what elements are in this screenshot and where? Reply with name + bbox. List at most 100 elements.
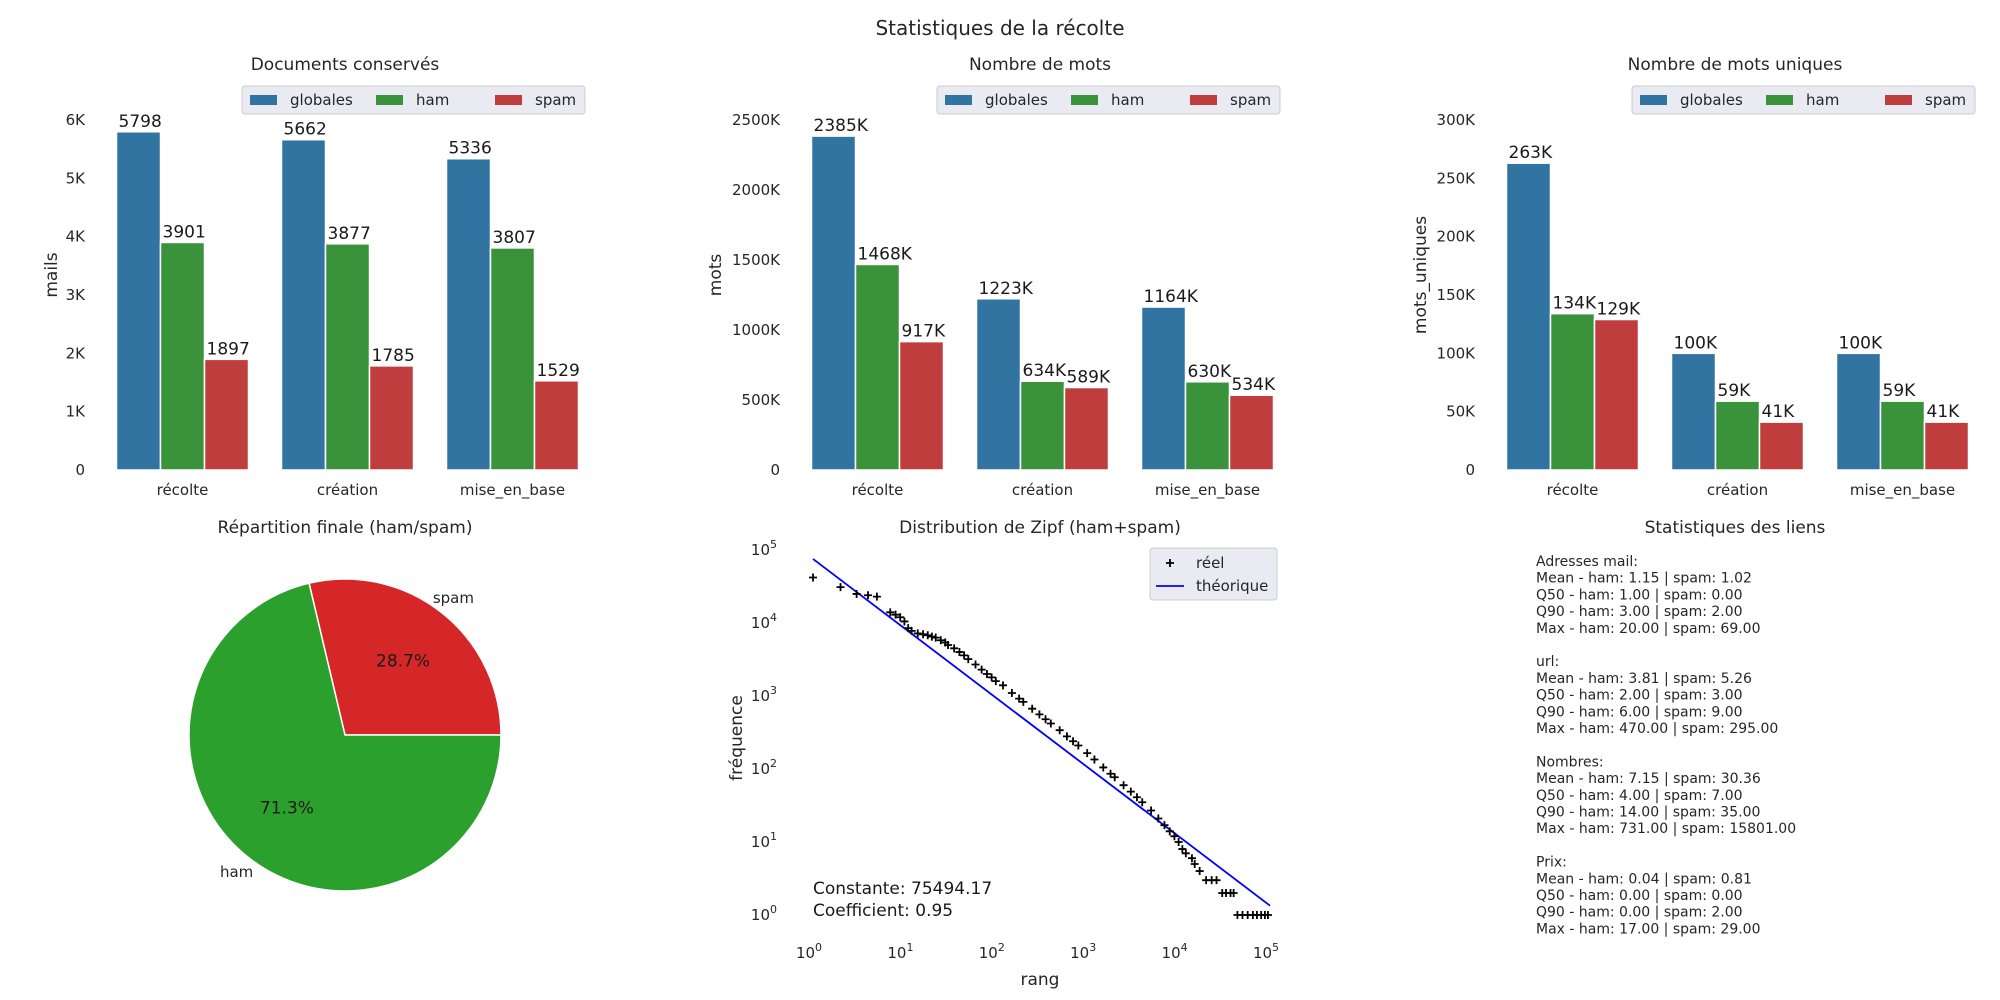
stats-line: Q50 - ham: 0.00 | spam: 0.00 [1536,888,1743,904]
stats-line: Q50 - ham: 2.00 | spam: 3.00 [1536,688,1743,704]
x-tick-label: 102 [979,941,1005,962]
stats-line: Max - ham: 20.00 | spam: 69.00 [1536,621,1761,637]
y-tick-label: 200K [1437,228,1477,246]
zipf-point [1154,814,1163,823]
stats-line: Q90 - ham: 6.00 | spam: 9.00 [1536,704,1743,720]
bar-value-label: 589K [1067,368,1111,388]
stats-line: Adresses mail: [1536,554,1638,570]
zipf-distribution-chart: Distribution de Zipf (ham+spam) rang fré… [727,518,1279,990]
bar-spam [1063,386,1110,471]
x-tick-label: mise_en_base [1155,481,1260,500]
zipf-point [999,681,1008,690]
legend-swatch-ham [376,95,403,105]
bar-ham [159,241,206,471]
legend-swatch-ham [1766,95,1793,105]
legend-box [936,85,1281,115]
zipf-point [836,583,845,592]
legend-label-ham: ham [416,91,449,109]
zipf-point [1181,849,1190,858]
zipf-point [907,626,916,635]
legend-label-globales: globales [1680,91,1743,109]
bar-value-label: 2385K [814,116,869,136]
legend-label-reel: réel [1196,554,1224,572]
zipf-point [1212,876,1221,885]
stats-line: Prix: [1536,855,1567,871]
legend-label-spam: spam [535,91,576,109]
bar-spam [1228,394,1275,471]
y-tick-label: 500K [742,391,782,409]
stats-line: url: [1536,654,1559,670]
legend-swatch-spam [495,95,522,105]
pie-percent-ham: 71.3% [260,798,314,818]
bar-ham [854,263,901,471]
bar-value-label: 1164K [1144,287,1199,307]
stats-title: Statistiques des liens [1645,518,1826,538]
legend-label-ham: ham [1806,91,1839,109]
bar-ham [1019,380,1066,471]
bar-value-label: 634K [1023,361,1067,381]
stats-line: Q90 - ham: 3.00 | spam: 2.00 [1536,604,1743,620]
pie-slice-spam [308,578,502,736]
bar-value-label: 100K [1674,333,1718,353]
unique-words-bar-chart: Nombre de mots uniques mots_uniques 0 50K… [1411,55,1976,500]
bar-value-label: 3807 [493,228,536,248]
zipf-point [1041,715,1050,724]
stats-line: Max - ham: 731.00 | spam: 15801.00 [1536,821,1796,837]
bar-spam [533,380,580,471]
bar-value-label: 134K [1553,294,1597,314]
legend-label-globales: globales [985,91,1048,109]
bar-spam [1593,318,1640,471]
legend-label-theorique: théorique [1196,577,1268,595]
bar-value-label: 1785 [372,346,415,366]
y-tick-label: 250K [1437,169,1477,187]
stats-line: Max - ham: 17.00 | spam: 29.00 [1536,921,1761,937]
legend-box [1631,85,1976,115]
stats-line: Max - ham: 470.00 | spam: 295.00 [1536,721,1778,737]
y-tick-label: 100 [751,903,777,924]
y-axis-label: mots [706,254,726,297]
bar-value-label: 129K [1597,300,1641,320]
zipf-point [971,660,980,669]
zipf-point [896,613,905,622]
zipf-point [1170,832,1179,841]
bar-spam [898,340,945,471]
bar-ham [324,243,371,471]
y-tick-label: 104 [751,611,777,632]
bar-value-label: 59K [1718,381,1752,401]
bar-value-label: 1529 [537,361,580,381]
stats-line: Mean - ham: 7.15 | spam: 30.36 [1536,771,1761,787]
y-tick-label: 6K [66,111,87,129]
legend-swatch-ham [1071,95,1098,105]
legend-swatch-spam [1885,95,1912,105]
bar-spam [203,358,250,471]
zipf-point [1106,769,1115,778]
zipf-point [1074,741,1083,750]
zipf-point [852,589,861,598]
y-axis-label: fréquence [727,695,747,781]
zipf-point [964,655,973,664]
bar-ham [1879,400,1926,471]
legend-swatch-globales [250,95,277,105]
zipf-point [1190,859,1199,868]
zipf-point [1019,697,1028,706]
ham-spam-pie-chart: Répartition finale (ham/spam) spam 28.7% h… [188,518,502,892]
zipf-point [1055,726,1064,735]
y-axis-label: mails [42,252,62,297]
bar-value-label: 5798 [119,112,162,132]
y-tick-label: 4K [66,228,87,246]
zipf-point [886,608,895,617]
pie-percent-spam: 28.7% [376,652,430,672]
x-tick-label: création [1707,481,1768,499]
bar-globales [1505,162,1552,471]
zipf-coefficient-annotation: Coefficient: 0.95 [813,901,953,921]
stats-line: Q50 - ham: 1.00 | spam: 0.00 [1536,587,1743,603]
bar-globales [445,157,492,471]
zipf-point [1083,749,1092,758]
bar-spam [1758,421,1805,471]
y-tick-label: 150K [1437,286,1477,304]
x-tick-label: récolte [157,481,209,499]
y-tick-label: 102 [751,757,777,778]
stats-line: Mean - ham: 0.04 | spam: 0.81 [1536,871,1752,887]
y-tick-label: 0 [75,461,85,479]
bar-value-label: 3901 [163,222,206,242]
